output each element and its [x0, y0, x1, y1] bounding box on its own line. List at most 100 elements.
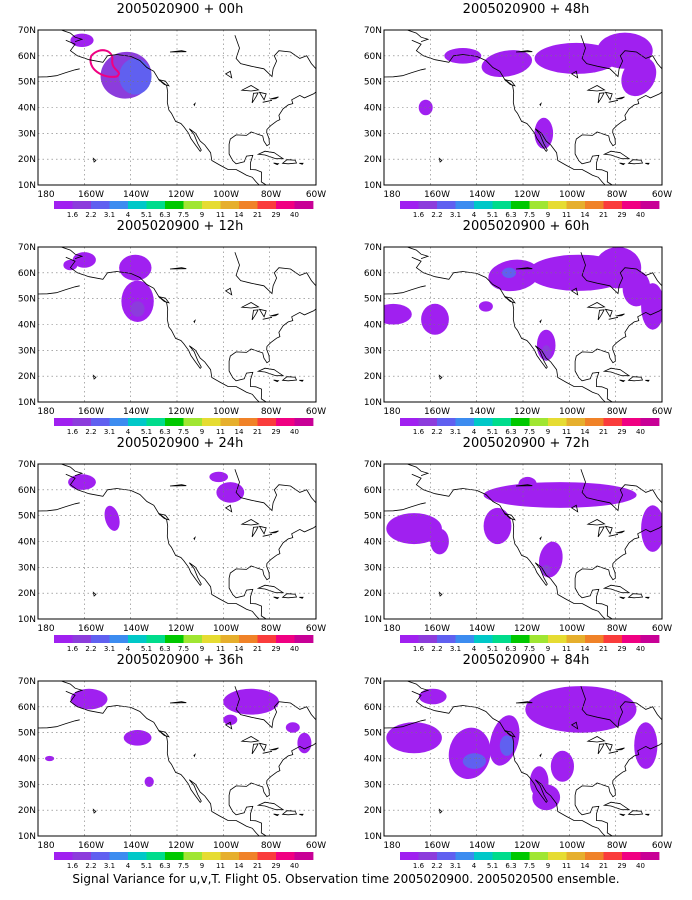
y-tick-label: 50N — [18, 512, 36, 522]
colorbar-label: 14 — [235, 862, 244, 868]
y-tick-label: 10N — [18, 398, 36, 408]
colorbar-swatch — [276, 201, 295, 209]
x-tick-label: 160W — [424, 407, 450, 417]
colorbar-swatch — [54, 418, 73, 426]
colorbar-swatch — [437, 852, 456, 860]
y-tick-label: 60N — [18, 269, 36, 279]
colorbar-label: 5.1 — [141, 211, 152, 217]
colorbar-swatch — [91, 201, 110, 209]
colorbar-label: 4 — [472, 862, 477, 868]
colorbar-label: 3.1 — [450, 428, 461, 434]
colorbar-label: 1.6 — [67, 645, 79, 651]
panel-title: 2005020900 + 60h — [462, 219, 590, 234]
colorbar-swatch — [511, 418, 530, 426]
y-tick-label: 60N — [364, 486, 382, 496]
variance-field — [70, 33, 152, 99]
variance-region — [621, 56, 657, 97]
colorbar-label: 2.2 — [431, 645, 442, 651]
variance-region — [386, 513, 442, 545]
colorbar-label: 29 — [272, 211, 281, 217]
colorbar-swatch — [239, 852, 258, 860]
colorbar-label: 4 — [126, 862, 131, 868]
x-tick-label: 100W — [559, 624, 585, 634]
x-tick-label: 60W — [306, 407, 326, 417]
variance-region — [130, 301, 145, 317]
x-tick-label: 80W — [607, 624, 627, 634]
colorbar-label: 5.1 — [141, 862, 152, 868]
colorbar: 1.6 2.2 3.1 4 5.1 6.3 7.5 9 11 14 21 29 40 — [400, 852, 660, 868]
x-tick-label: 120W — [514, 407, 540, 417]
colorbar-label: 1.6 — [67, 428, 79, 434]
colorbar-swatch — [109, 201, 129, 209]
panel-title: 2005020900 + 24h — [116, 436, 244, 451]
colorbar-label: 29 — [618, 428, 627, 434]
colorbar-label: 4 — [126, 428, 131, 434]
colorbar-swatch — [640, 852, 660, 860]
variance-region — [478, 301, 493, 312]
variance-region — [541, 564, 551, 576]
variance-region — [525, 686, 637, 733]
colorbar-swatch — [566, 201, 586, 209]
colorbar-label: 2.2 — [431, 211, 442, 217]
colorbar-label: 7.5 — [524, 645, 535, 651]
colorbar-label: 9 — [200, 862, 204, 868]
high-variance-contour — [89, 49, 120, 78]
colorbar-swatch — [640, 635, 660, 643]
y-tick-label: 30N — [18, 563, 36, 573]
variance-field — [418, 32, 657, 149]
map-frame — [37, 29, 317, 186]
colorbar-swatch — [474, 201, 493, 209]
variance-region — [104, 505, 120, 531]
colorbar-swatch — [239, 635, 258, 643]
colorbar-label: 21 — [253, 211, 262, 217]
colorbar-swatch — [72, 418, 92, 426]
variance-region — [448, 727, 491, 779]
coastlines — [38, 30, 316, 185]
map-plot: 10N 20N 30N 40N 50N 60N 70N 180 160W 140W 120W 100W… — [364, 243, 672, 434]
variance-region — [538, 541, 563, 578]
colorbar-swatch — [165, 635, 184, 643]
colorbar-label: 3.1 — [104, 428, 115, 434]
variance-region — [634, 722, 658, 769]
variance-region — [386, 722, 442, 754]
x-tick-label: 100W — [213, 841, 239, 851]
colorbar-label: 6.3 — [505, 645, 516, 651]
colorbar-swatch — [529, 635, 549, 643]
x-tick-label: 140W — [123, 190, 149, 200]
variance-region — [541, 345, 551, 361]
x-tick-label: 140W — [469, 624, 495, 634]
y-tick-label: 20N — [18, 589, 36, 599]
colorbar-swatch — [165, 201, 184, 209]
variance-region — [483, 507, 512, 545]
colorbar-swatch — [622, 418, 641, 426]
y-tick-label: 30N — [364, 780, 382, 790]
colorbar: 1.6 2.2 3.1 4 5.1 6.3 7.5 9 11 14 21 29 40 — [400, 635, 660, 651]
y-tick-label: 70N — [18, 460, 36, 470]
y-tick-label: 20N — [364, 372, 382, 382]
colorbar-swatch — [585, 635, 604, 643]
x-tick-label: 60W — [306, 624, 326, 634]
colorbar-label: 21 — [599, 862, 608, 868]
colorbar-label: 14 — [581, 211, 590, 217]
variance-field — [386, 686, 658, 811]
x-tick-label: 60W — [306, 841, 326, 851]
colorbar: 1.6 2.2 3.1 4 5.1 6.3 7.5 9 11 14 21 29 40 — [54, 635, 314, 651]
colorbar-swatch — [418, 201, 438, 209]
y-tick-label: 20N — [364, 806, 382, 816]
y-tick-label: 30N — [18, 129, 36, 139]
colorbar-label: 29 — [272, 428, 281, 434]
variance-region — [123, 730, 152, 746]
y-tick-label: 70N — [18, 26, 36, 36]
y-tick-label: 50N — [364, 78, 382, 88]
x-tick-label: 180 — [383, 624, 400, 634]
y-tick-label: 70N — [364, 460, 382, 470]
y-tick-label: 20N — [364, 589, 382, 599]
x-tick-label: 160W — [424, 841, 450, 851]
x-tick-label: 180 — [383, 841, 400, 851]
colorbar-swatch — [566, 635, 586, 643]
colorbar-swatch — [54, 201, 73, 209]
colorbar-label: 7.5 — [524, 211, 535, 217]
x-tick-label: 140W — [469, 407, 495, 417]
y-tick-label: 70N — [18, 677, 36, 687]
variance-region — [421, 303, 449, 335]
